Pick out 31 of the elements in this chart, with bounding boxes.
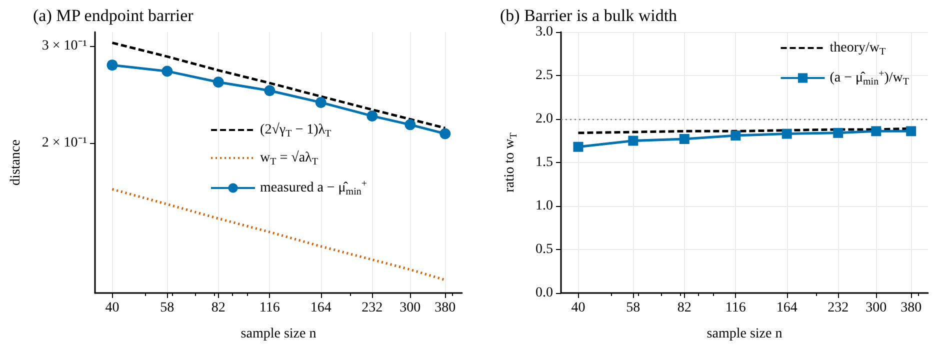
x-tick-label: 232 (362, 300, 383, 316)
x-tick-label: 164 (776, 300, 798, 316)
x-tick-label: 40 (571, 300, 586, 316)
x-tick-label: 164 (310, 300, 332, 316)
x-tick-label: 58 (160, 300, 174, 316)
x-axis-title: sample size n (706, 326, 782, 342)
x-tick-label: 82 (677, 300, 692, 316)
y-tick-label: 1.5 (536, 155, 553, 170)
y-tick-label: 0.5 (536, 242, 553, 257)
y-tick-label: 0.0 (536, 286, 553, 300)
y-tick-label: 2 × 10⁻¹ (42, 136, 87, 151)
y-tick-label: 3.0 (536, 24, 553, 40)
y-tick-label: 1.0 (536, 198, 553, 214)
x-tick-label: 380 (900, 300, 922, 316)
x-tick-label: 116 (259, 300, 280, 316)
x-tick-label: 82 (211, 300, 226, 316)
x-tick-label: 380 (434, 300, 456, 316)
x-tick-label: 40 (105, 300, 120, 316)
x-axis-title: sample size n (240, 326, 316, 342)
x-tick-label: 58 (626, 300, 640, 316)
x-tick-label: 116 (725, 300, 746, 316)
x-tick-label: 232 (828, 300, 849, 316)
y-tick-label: 3 × 10⁻¹ (42, 38, 87, 54)
x-tick-label: 300 (866, 300, 887, 316)
y-axis-title: distance (8, 140, 24, 186)
y-tick-label: 2.0 (536, 112, 553, 126)
x-tick-label: 300 (400, 300, 421, 316)
y-tick-label: 2.5 (536, 68, 553, 83)
chart-title: (b) Barrier is a bulk width (500, 6, 678, 25)
y-axis-title: ratio to wT (502, 132, 520, 192)
chart-title: (a) MP endpoint barrier (33, 6, 194, 25)
